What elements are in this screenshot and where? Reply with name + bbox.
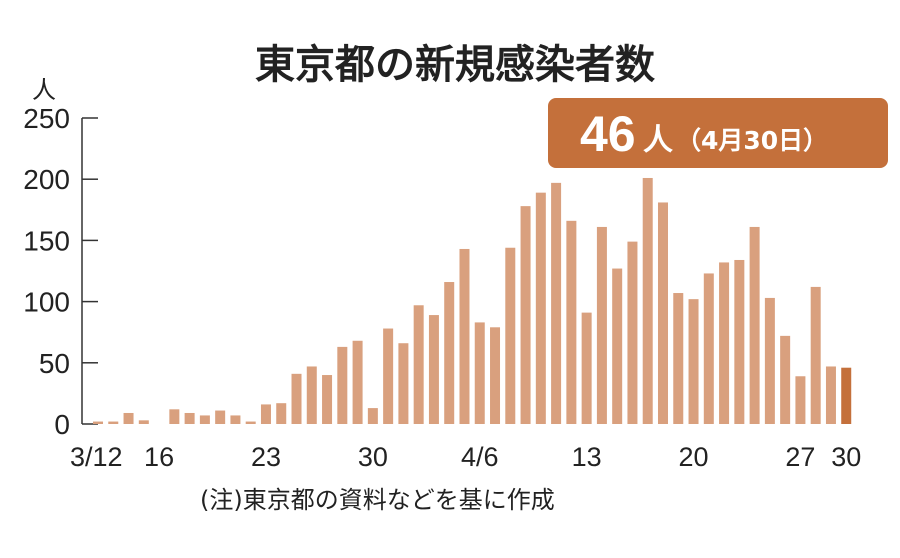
bar (596, 226, 607, 424)
bar (108, 421, 119, 424)
bar (352, 340, 363, 424)
bar (810, 286, 821, 424)
bar (306, 366, 317, 424)
y-axis-unit: 人 (32, 76, 56, 104)
x-tick-label: 16 (144, 442, 174, 472)
bar (383, 328, 394, 424)
y-tick-label: 100 (23, 287, 70, 318)
bar (337, 346, 348, 424)
x-tick-label: 13 (572, 442, 602, 472)
bar (719, 262, 730, 424)
bar (825, 366, 836, 424)
x-tick-label: 4/6 (461, 442, 499, 472)
bar (93, 421, 103, 424)
bar (322, 375, 333, 424)
y-tick-label: 50 (39, 348, 70, 379)
y-tick-label: 250 (23, 103, 70, 134)
latest-value-callout: 46 人 （4月30日） (548, 98, 888, 168)
bar (413, 305, 424, 424)
bar (688, 299, 699, 424)
bar (520, 206, 531, 424)
x-tick-label: 23 (251, 442, 281, 472)
bars (93, 177, 852, 424)
bar (199, 415, 210, 424)
bar (795, 376, 806, 424)
y-tick-label: 150 (23, 225, 70, 256)
bar (535, 192, 546, 424)
bar (474, 322, 485, 424)
bar (642, 177, 653, 424)
x-tick-label: 20 (679, 442, 709, 472)
bar-highlight (841, 367, 852, 424)
bar (566, 220, 577, 424)
bar (260, 404, 271, 424)
bar (398, 343, 409, 424)
bar (169, 409, 180, 424)
bar (749, 226, 760, 424)
bar (291, 373, 302, 424)
bar (505, 247, 516, 424)
chart-title: 東京都の新規感染者数 (255, 42, 655, 88)
y-tick-label: 200 (23, 164, 70, 195)
bar (673, 293, 684, 424)
bar (276, 403, 287, 424)
bar (657, 202, 668, 424)
callout-value: 46 (580, 106, 636, 162)
bar (428, 315, 439, 424)
bar (490, 327, 501, 424)
bar (215, 410, 226, 424)
bar (444, 282, 455, 424)
bar (780, 335, 791, 424)
x-tick-label: 27 (785, 442, 815, 472)
y-tick-label: 0 (54, 409, 70, 440)
bar (230, 415, 241, 424)
callout-date: （4月30日） (676, 126, 828, 155)
x-tick-label: 30 (358, 442, 388, 472)
callout-unit: 人 (643, 123, 673, 158)
bar (703, 273, 714, 424)
x-axis: 3/12 16 23 30 4/6 13 20 27 30 (70, 442, 861, 472)
bar (184, 412, 195, 424)
bar (764, 297, 775, 424)
bar (551, 182, 562, 424)
bar (581, 312, 592, 424)
bar (245, 421, 256, 424)
bar (367, 408, 378, 424)
bar (734, 259, 745, 424)
bar (459, 248, 470, 424)
x-tick-label: 30 (831, 442, 861, 472)
bar (627, 241, 638, 424)
x-tick-label: 3/12 (70, 442, 123, 472)
bar (138, 420, 149, 424)
callout-box (548, 98, 888, 168)
y-axis: 0 50 100 150 200 250 (23, 103, 98, 440)
bar (612, 268, 623, 424)
source-note: (注)東京都の資料などを基に作成 (200, 486, 555, 514)
bar (123, 412, 134, 424)
